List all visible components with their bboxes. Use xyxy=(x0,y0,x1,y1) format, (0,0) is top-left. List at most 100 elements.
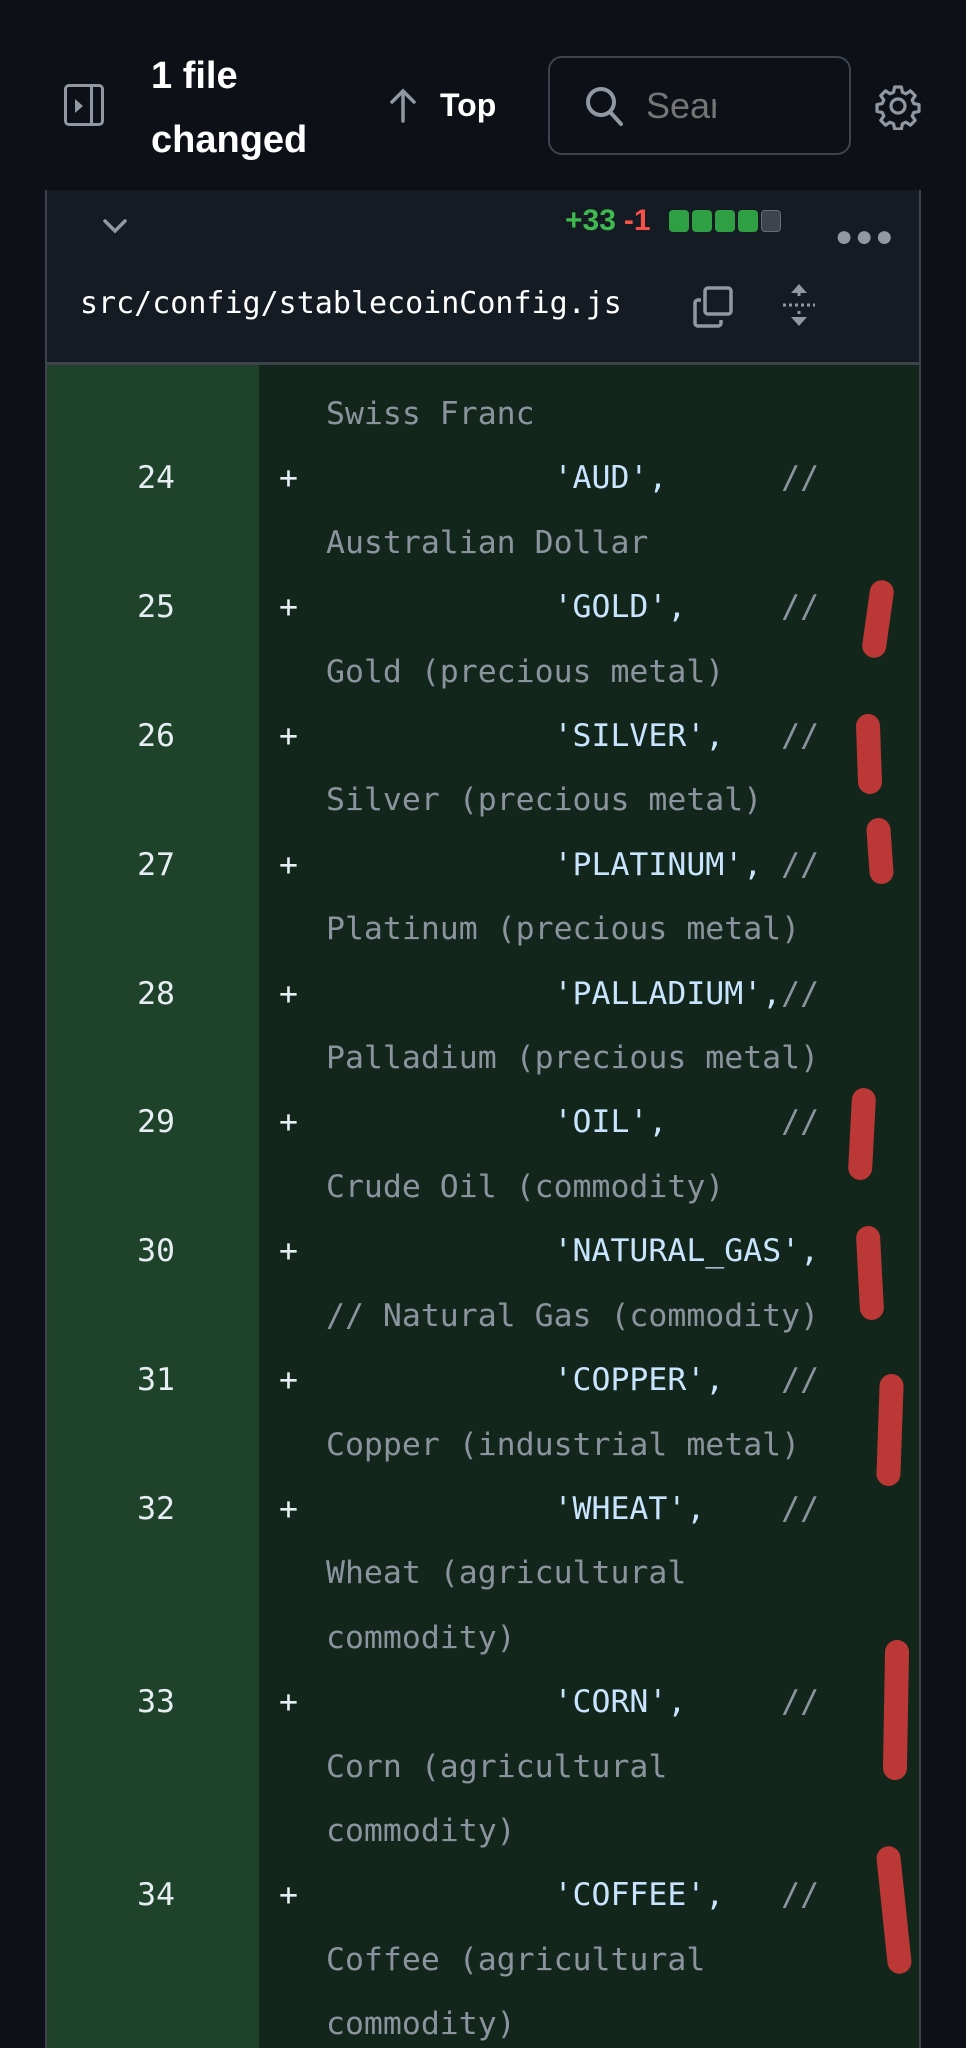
page-title: 1 file changed xyxy=(151,55,308,161)
code-comment: // Coffee (agricultural commodity) xyxy=(326,1877,839,2043)
code-text: 'COFFEE', // Coffee (agricultural commod… xyxy=(326,1863,827,2048)
settings-gear-icon[interactable] xyxy=(874,82,922,130)
line-number[interactable]: 29 xyxy=(47,1090,259,1220)
line-number[interactable]: 33 xyxy=(47,1670,259,1864)
line-number[interactable]: 30 xyxy=(47,1219,259,1349)
file-header: +33 -1 ●●● src/config/stablecoinConfig.j… xyxy=(47,190,919,365)
added-sign: + xyxy=(279,1684,298,1721)
code-text: 'NATURAL_GAS', // Natural Gas (commodity… xyxy=(326,1219,827,1348)
line-gutter xyxy=(47,365,259,382)
added-sign xyxy=(259,382,326,446)
indent xyxy=(326,1491,554,1527)
red-annotation-mark xyxy=(876,1373,904,1487)
indent xyxy=(326,1104,554,1140)
code-text: 'WHEAT', // Wheat (agricultural commodit… xyxy=(326,1477,827,1670)
string-literal: 'GOLD', xyxy=(553,589,782,626)
indent xyxy=(326,460,554,496)
string-literal: 'AUD', xyxy=(553,460,782,497)
indent xyxy=(326,976,554,1012)
diffstat-block-added xyxy=(737,210,758,232)
diff-line: 25 + 'GOLD', // Gold (precious metal) xyxy=(47,575,919,705)
indent xyxy=(326,1684,554,1720)
line-number[interactable]: 27 xyxy=(47,832,259,962)
diff-line: 27 + 'PLATINUM', // Platinum (precious me… xyxy=(47,832,919,962)
diffstat-block-added xyxy=(691,210,712,232)
string-literal: 'PALLADIUM', xyxy=(553,975,782,1012)
string-literal: 'CORN', xyxy=(553,1684,782,1721)
code-text: 'CORN', // Corn (agricultural commodity) xyxy=(326,1670,827,1863)
code-comment: // Crude Oil (commodity) xyxy=(326,1104,839,1205)
added-sign: + xyxy=(279,460,298,497)
line-number[interactable]: 26 xyxy=(47,704,259,833)
red-annotation-mark xyxy=(855,1225,885,1321)
line-number[interactable]: 24 xyxy=(47,446,259,576)
added-sign: + xyxy=(279,1104,298,1141)
collapse-chevron-icon[interactable] xyxy=(95,206,135,246)
line-number[interactable]: 32 xyxy=(47,1476,259,1671)
file-diff: +33 -1 ●●● src/config/stablecoinConfig.j… xyxy=(45,190,921,2048)
code-comment: // Natural Gas (commodity) xyxy=(326,1297,820,1334)
indent xyxy=(326,1233,554,1269)
diff-line: 28 + 'PALLADIUM',// Palladium (precious m… xyxy=(47,961,919,1091)
string-literal: 'COPPER', xyxy=(553,1362,782,1399)
string-literal: 'SILVER', xyxy=(553,718,782,755)
arrow-up-icon xyxy=(390,88,416,123)
search-box[interactable] xyxy=(548,56,851,155)
string-literal: 'NATURAL_GAS', xyxy=(553,1233,839,1270)
toggle-file-tree-button[interactable] xyxy=(64,84,104,126)
red-annotation-mark xyxy=(855,713,883,795)
line-number[interactable]: 31 xyxy=(47,1348,259,1477)
code-comment: // Copper (industrial metal) xyxy=(326,1362,839,1463)
string-literal: 'OIL', xyxy=(553,1104,782,1141)
diffstat-block-added xyxy=(668,210,689,232)
added-sign: + xyxy=(279,1877,298,1914)
code-comment: // Palladium (precious metal) xyxy=(326,975,839,1077)
diffstat-bar xyxy=(668,210,781,232)
string-literal: 'WHEAT', xyxy=(553,1490,782,1527)
code-comment: // Wheat (agricultural commodity) xyxy=(326,1490,839,1656)
red-annotation-mark xyxy=(847,1087,877,1181)
line-number[interactable]: 34 xyxy=(47,1863,259,2048)
panel-icon-bar xyxy=(90,87,93,123)
indent xyxy=(326,589,554,625)
diff-line: 34 + 'COFFEE', // Coffee (agricultural co… xyxy=(47,1863,919,2048)
diff-line: 32 + 'WHEAT', // Wheat (agricultural comm… xyxy=(47,1476,919,1671)
partial-row xyxy=(47,365,919,382)
code-text: 'PALLADIUM',// Palladium (precious metal… xyxy=(326,962,827,1091)
code-text: 'PLATINUM', // Platinum (precious metal) xyxy=(326,833,827,962)
line-number[interactable]: 25 xyxy=(47,575,259,705)
indent xyxy=(326,718,554,754)
diff-line: 24 + 'AUD', // Australian Dollar xyxy=(47,446,919,576)
code-text: Swiss Franc xyxy=(326,382,827,446)
diff-line: 31 + 'COPPER', // Copper (industrial meta… xyxy=(47,1348,919,1477)
code-comment: Swiss Franc xyxy=(326,396,535,432)
red-annotation-mark xyxy=(865,817,895,885)
code-comment: // Australian Dollar xyxy=(326,460,839,561)
code-text: 'OIL', // Crude Oil (commodity) xyxy=(326,1090,827,1219)
diffstat-block-added xyxy=(714,210,735,232)
more-options-icon[interactable]: ●●● xyxy=(835,220,896,253)
diff-line: 33 + 'CORN', // Corn (agricultural commod… xyxy=(47,1670,919,1864)
code-comment: // Platinum (precious metal) xyxy=(326,846,839,948)
diff-line: 30 + 'NATURAL_GAS', // Natural Gas (commo… xyxy=(47,1219,919,1349)
additions-count: +33 xyxy=(565,204,616,237)
copy-icon[interactable] xyxy=(691,284,737,330)
diff-code: Swiss Franc 24 + 'AUD', // Australian Doll… xyxy=(47,365,919,2048)
expand-all-icon[interactable] xyxy=(779,282,819,328)
code-text: 'GOLD', // Gold (precious metal) xyxy=(326,575,827,704)
added-sign: + xyxy=(279,1233,298,1270)
added-sign: + xyxy=(279,589,298,626)
code-comment: // Gold (precious metal) xyxy=(326,589,839,690)
back-to-top-button[interactable]: Top xyxy=(388,80,496,130)
added-sign: + xyxy=(279,1490,298,1527)
line-number[interactable] xyxy=(47,382,259,447)
indent xyxy=(326,1877,554,1913)
diff-line: Swiss Franc xyxy=(47,382,919,447)
string-literal: 'COFFEE', xyxy=(553,1877,782,1914)
code-text: 'SILVER', // Silver (precious metal) xyxy=(326,704,827,833)
diff-line: 26 + 'SILVER', // Silver (precious metal) xyxy=(47,704,919,833)
code-comment: // Corn (agricultural commodity) xyxy=(326,1684,839,1849)
line-number[interactable]: 28 xyxy=(47,961,259,1091)
search-input[interactable] xyxy=(646,84,716,127)
panel-expand-icon xyxy=(75,99,83,113)
